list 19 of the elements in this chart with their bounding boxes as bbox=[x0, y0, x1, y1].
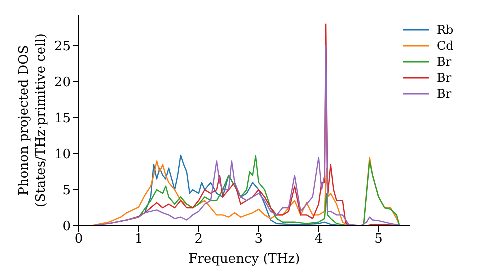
x-tick-label: 0 bbox=[74, 232, 84, 248]
y-tick-label: 10 bbox=[54, 148, 71, 163]
legend-label: Br bbox=[437, 87, 452, 101]
legend-label: Rb bbox=[437, 23, 454, 37]
x-tick-label: 2 bbox=[194, 232, 204, 248]
x-tick-label: 1 bbox=[134, 232, 144, 248]
legend-label: Br bbox=[437, 71, 452, 85]
y-tick-label: 20 bbox=[54, 76, 71, 91]
y-tick-label: 5 bbox=[62, 184, 71, 199]
y-axis-title: Phonon projected DOS (States/THz·primitive cell) bbox=[17, 33, 49, 208]
y-tick-label: 0 bbox=[62, 220, 71, 235]
y-tick-label: 25 bbox=[54, 40, 71, 55]
x-tick-label: 5 bbox=[374, 232, 383, 248]
legend-label: Cd bbox=[437, 39, 454, 53]
x-tick-label: 3 bbox=[254, 232, 264, 248]
y-tick-label: 15 bbox=[54, 112, 71, 127]
x-axis-title: Frequency (THz) bbox=[188, 252, 300, 267]
legend-label: Br bbox=[437, 55, 452, 69]
x-tick-label: 4 bbox=[314, 232, 323, 248]
